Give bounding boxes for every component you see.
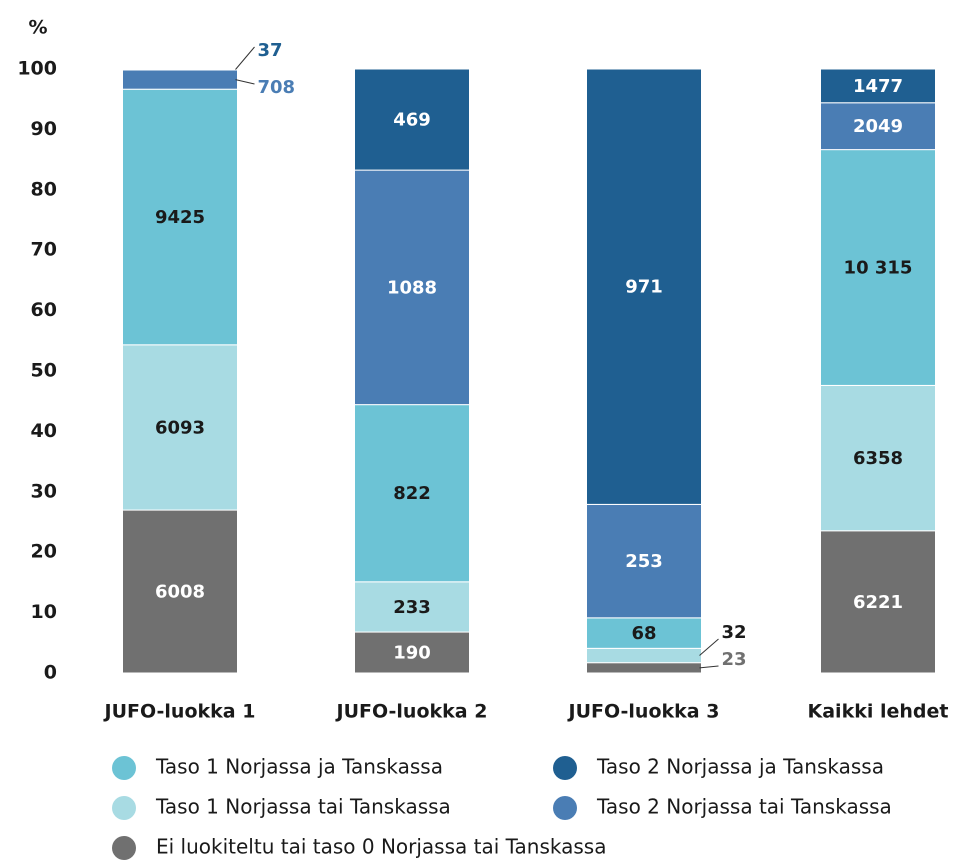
y-tick-label: 20	[31, 541, 57, 563]
bar-segment	[586, 662, 702, 674]
value-label: 1477	[853, 76, 903, 97]
legend-label: Taso 2 Norjassa ja Tanskassa	[596, 755, 884, 779]
x-tick-label: Kaikki lehdet	[808, 701, 949, 723]
bar-segment	[122, 69, 238, 90]
bar-segment	[354, 68, 470, 171]
leader-line	[235, 46, 255, 70]
bar-segment	[122, 68, 238, 71]
y-tick-label: 0	[44, 662, 57, 684]
bar-segment	[586, 647, 702, 664]
leader-line	[235, 79, 255, 85]
value-label: 469	[393, 110, 431, 131]
value-label: 2049	[853, 116, 903, 137]
y-tick-label: 30	[31, 480, 57, 502]
legend-swatch	[553, 756, 577, 780]
value-label: 971	[625, 277, 663, 298]
y-tick-label: 50	[31, 360, 57, 382]
bar-segment	[354, 404, 470, 583]
value-label: 37	[258, 40, 283, 61]
leader-line	[699, 665, 719, 669]
bar-segment	[122, 344, 238, 511]
value-label: 32	[722, 622, 747, 643]
legend-swatch	[112, 796, 136, 820]
bar-segment	[122, 509, 238, 674]
bar-segment	[586, 503, 702, 619]
bar-segment	[820, 68, 936, 104]
value-label: 6008	[155, 582, 205, 603]
value-label: 6093	[155, 417, 205, 438]
legend-swatch	[112, 756, 136, 780]
legend-label: Taso 1 Norjassa tai Tanskassa	[155, 795, 451, 819]
value-label: 253	[625, 551, 663, 572]
bar-segment	[354, 631, 470, 674]
value-label: 708	[258, 77, 296, 98]
bar-segment	[820, 530, 936, 674]
value-label: 9425	[155, 207, 205, 228]
legend-swatch	[553, 796, 577, 820]
value-label: 23	[722, 649, 747, 670]
bar-segment	[820, 384, 936, 532]
leader-line	[699, 638, 719, 656]
value-label: 190	[393, 643, 431, 664]
y-tick-label: 70	[31, 239, 57, 261]
value-label: 68	[631, 623, 656, 644]
x-tick-label: JUFO-luokka 1	[103, 701, 256, 723]
value-label: 1088	[387, 277, 437, 298]
x-tick-label: JUFO-luokka 3	[567, 701, 720, 723]
legend-label: Taso 1 Norjassa ja Tanskassa	[155, 755, 443, 779]
y-tick-label: 10	[31, 601, 57, 623]
legend-label: Ei luokiteltu tai taso 0 Norjassa tai Ta…	[156, 835, 606, 859]
y-tick-label: 90	[31, 118, 57, 140]
y-tick-label: 60	[31, 299, 57, 321]
x-tick-label: JUFO-luokka 2	[335, 701, 488, 723]
value-label: 6221	[853, 592, 903, 613]
bar-segment	[586, 68, 702, 505]
value-label: 822	[393, 483, 431, 504]
y-axis-label: %	[28, 17, 47, 39]
bar-segment	[586, 617, 702, 649]
value-label: 6358	[853, 448, 903, 469]
bar-segment	[354, 169, 470, 406]
bar-segment	[354, 581, 470, 633]
value-label: 233	[393, 597, 431, 618]
value-label: 10 315	[844, 258, 913, 279]
bar-segment	[820, 102, 936, 151]
legend-swatch	[112, 836, 136, 860]
y-tick-label: 100	[17, 58, 57, 80]
legend-label: Taso 2 Norjassa tai Tanskassa	[596, 795, 892, 819]
y-tick-label: 40	[31, 420, 57, 442]
y-tick-label: 80	[31, 178, 57, 200]
